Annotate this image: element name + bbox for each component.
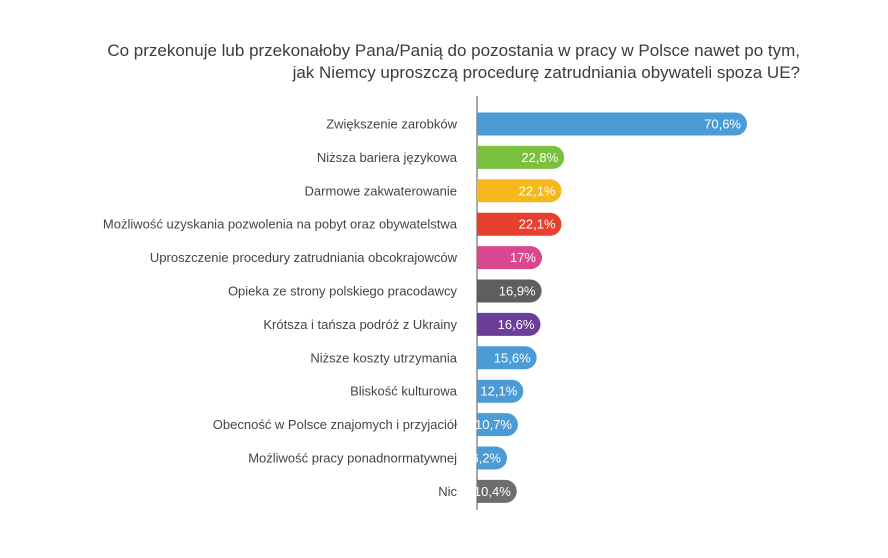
value-label-1: 22,8%	[521, 150, 558, 165]
value-label-3: 22,1%	[519, 217, 556, 232]
category-label-10: Możliwość pracy ponadnormatywnej	[248, 451, 457, 466]
value-label-11: 10,4%	[474, 484, 511, 499]
bar-10	[477, 446, 507, 470]
category-label-9: Obecność w Polsce znajomych i przyjaciół	[213, 417, 457, 432]
bar-11	[477, 479, 517, 503]
category-label-11: Nic	[438, 484, 457, 499]
bar-2	[477, 179, 562, 203]
bar-8	[477, 379, 524, 403]
value-label-2: 22,1%	[519, 183, 556, 198]
bar-6	[477, 312, 541, 336]
category-label-4: Uproszczenie procedury zatrudniania obco…	[150, 250, 458, 265]
category-label-6: Krótsza i tańsza podróż z Ukrainy	[263, 317, 457, 332]
bar-4	[477, 246, 543, 270]
chart-title-line-1: Co przekonuje lub przekonałoby Pana/Pani…	[107, 41, 800, 60]
value-label-9: 10,7%	[475, 417, 512, 432]
bar-3	[477, 212, 562, 236]
bar-7	[477, 346, 537, 370]
category-label-1: Niższa bariera językowa	[317, 150, 458, 165]
category-label-8: Bliskość kulturowa	[350, 384, 458, 399]
value-label-5: 16,9%	[499, 284, 536, 299]
value-label-0: 70,6%	[704, 117, 741, 132]
value-label-6: 16,6%	[498, 317, 535, 332]
bar-1	[477, 145, 565, 169]
bar-9	[477, 413, 518, 437]
category-label-2: Darmowe zakwaterowanie	[305, 183, 457, 198]
chart-title: Co przekonuje lub przekonałoby Pana/Pani…	[40, 40, 800, 84]
bar-5	[477, 279, 542, 303]
value-label-7: 15,6%	[494, 350, 531, 365]
category-label-3: Możliwość uzyskania pozwolenia na pobyt …	[103, 217, 458, 232]
category-label-0: Zwiększenie zarobków	[326, 117, 457, 132]
value-label-4: 17%	[510, 250, 536, 265]
value-label-8: 12,1%	[480, 384, 517, 399]
value-label-10: 6,2%	[471, 451, 501, 466]
chart-title-line-2: jak Niemcy uproszczą procedurę zatrudnia…	[292, 63, 800, 82]
category-label-7: Niższe koszty utrzymania	[310, 350, 457, 365]
bar-0	[477, 112, 748, 136]
category-label-5: Opieka ze strony polskiego pracodawcy	[228, 284, 458, 299]
